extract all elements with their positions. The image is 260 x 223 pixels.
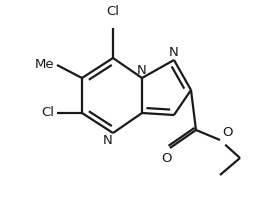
Text: N: N — [137, 64, 147, 77]
Text: Cl: Cl — [107, 5, 120, 18]
Text: Me: Me — [34, 58, 54, 72]
Text: O: O — [161, 152, 171, 165]
Text: Cl: Cl — [41, 107, 54, 120]
Text: N: N — [103, 134, 113, 147]
Text: O: O — [222, 126, 232, 139]
Text: N: N — [169, 46, 179, 59]
